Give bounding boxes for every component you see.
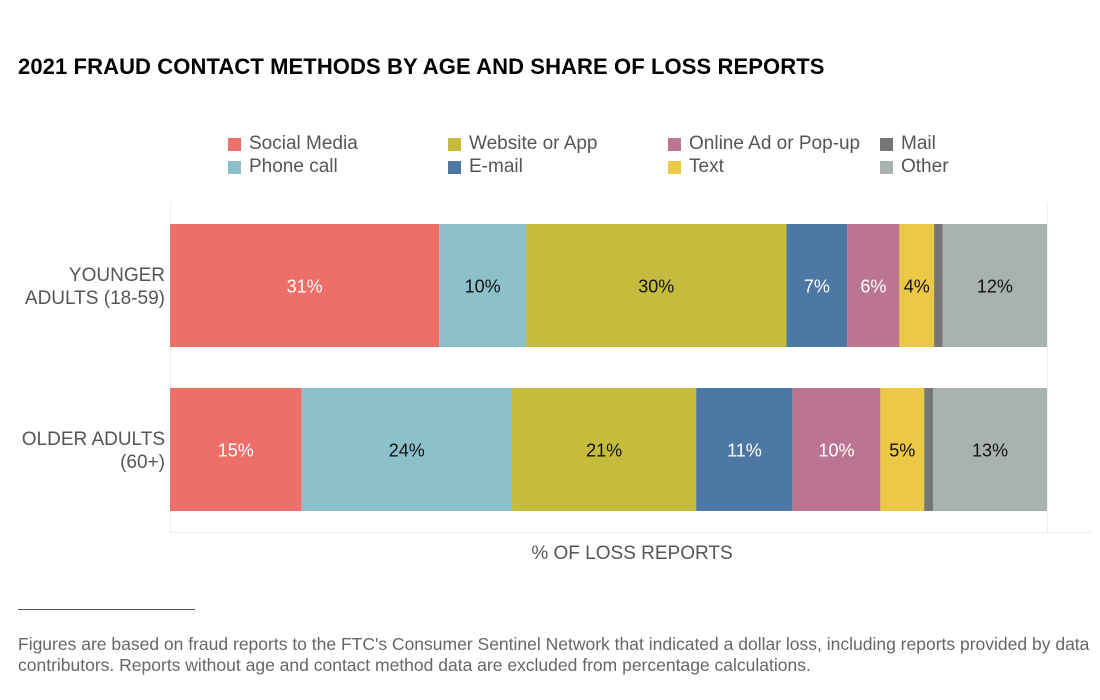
legend-item-phone-call: Phone call <box>228 156 338 178</box>
legend-swatch <box>880 137 893 151</box>
category-label-line: OLDER ADULTS <box>21 429 165 450</box>
legend-label: Social Media <box>249 133 358 154</box>
bar-social-media-younger <box>170 224 440 347</box>
legend-swatch <box>668 137 681 151</box>
data-label: 12% <box>977 277 1013 297</box>
bar-e-mail-younger <box>786 224 848 347</box>
legend-item-text: Text <box>668 156 724 178</box>
data-label: 21% <box>586 441 622 461</box>
legend: Social Media Website or App Online Ad or P… <box>228 133 988 183</box>
footnote-divider <box>18 609 195 610</box>
category-label-line: (60+) <box>120 452 165 473</box>
legend-label: Mail <box>901 133 936 154</box>
category-label-line: YOUNGER <box>68 265 165 286</box>
bar-online-ad-or-pop-up-younger <box>847 224 900 347</box>
bar-text-younger <box>899 224 935 347</box>
bar-text-older <box>880 388 925 511</box>
legend-item-e-mail: E-mail <box>448 156 523 178</box>
bar-website-or-app-older <box>512 388 697 511</box>
legend-item-other: Other <box>880 156 949 178</box>
data-label: 10% <box>465 277 501 297</box>
data-label: 11% <box>727 441 762 461</box>
bar-website-or-app-younger <box>526 224 787 347</box>
bar-other-older <box>932 388 1047 511</box>
bar-mail-younger <box>934 224 943 347</box>
data-label: 24% <box>389 441 425 461</box>
data-label: 30% <box>638 277 674 297</box>
bar-online-ad-or-pop-up-older <box>792 388 881 511</box>
bar-e-mail-older <box>696 388 793 511</box>
legend-swatch <box>228 160 241 174</box>
legend-swatch <box>880 160 893 174</box>
legend-item-social-media: Social Media <box>228 133 358 155</box>
data-label: 15% <box>218 441 254 461</box>
legend-item-website-or-app: Website or App <box>448 133 598 155</box>
bar-phone-call-older <box>301 388 513 511</box>
legend-label: Other <box>901 156 949 177</box>
data-label: 4% <box>904 277 930 297</box>
legend-label: Phone call <box>249 156 338 177</box>
legend-label: Online Ad or Pop-up <box>689 133 861 154</box>
category-label-line: ADULTS (18-59) <box>24 288 165 309</box>
bar-mail-older <box>924 388 933 511</box>
data-label: 6% <box>860 277 886 297</box>
legend-swatch <box>228 137 241 151</box>
category-label-older: OLDER ADULTS (60+) <box>22 428 165 474</box>
category-label-younger: YOUNGER ADULTS (18-59) <box>25 264 165 310</box>
legend-label: Website or App <box>469 133 598 154</box>
chart-title: 2021 FRAUD CONTACT METHODS BY AGE AND SH… <box>18 54 825 79</box>
x-axis-title: % OF LOSS REPORTS <box>531 543 733 564</box>
legend-swatch <box>448 160 461 174</box>
data-label: 7% <box>804 277 830 297</box>
bar-phone-call-younger <box>439 224 527 347</box>
data-label: 5% <box>889 441 915 461</box>
bar-other-younger <box>942 224 1047 347</box>
legend-label: E-mail <box>469 156 523 177</box>
legend-label: Text <box>689 156 724 177</box>
legend-swatch <box>668 160 681 174</box>
footnote: Figures are based on fraud reports to th… <box>18 634 1090 675</box>
data-label: 31% <box>287 277 323 297</box>
legend-swatch <box>448 137 461 151</box>
legend-item-online-ad-or-pop-up: Online Ad or Pop-up <box>668 133 860 155</box>
legend-item-mail: Mail <box>880 133 936 155</box>
data-label: 13% <box>972 441 1008 461</box>
data-label: 10% <box>819 441 855 461</box>
bar-social-media-older <box>170 388 302 511</box>
